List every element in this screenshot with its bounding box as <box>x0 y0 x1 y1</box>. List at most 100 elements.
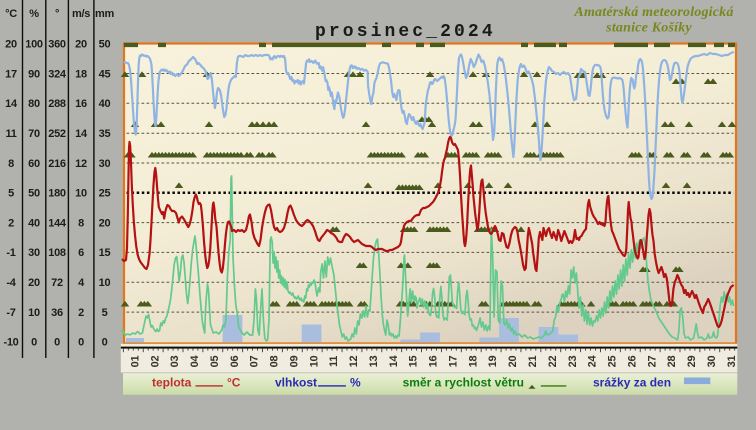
svg-text:90: 90 <box>28 68 40 80</box>
svg-text:26: 26 <box>626 356 638 368</box>
svg-text:288: 288 <box>48 98 66 110</box>
svg-text:20: 20 <box>75 39 87 51</box>
svg-text:5: 5 <box>102 307 108 319</box>
svg-text:50: 50 <box>99 39 111 51</box>
svg-text:-7: -7 <box>6 307 15 319</box>
svg-text:0: 0 <box>54 337 60 349</box>
svg-text:16: 16 <box>75 98 87 110</box>
svg-text:14: 14 <box>388 355 400 368</box>
svg-text:10: 10 <box>75 188 87 200</box>
svg-text:-10: -10 <box>4 337 19 349</box>
svg-text:04: 04 <box>189 355 201 368</box>
svg-text:45: 45 <box>99 68 111 80</box>
svg-text:4: 4 <box>78 277 85 289</box>
svg-text:18: 18 <box>467 356 479 368</box>
svg-text:22: 22 <box>547 356 559 368</box>
svg-text:8: 8 <box>78 217 84 229</box>
svg-text:08: 08 <box>269 356 281 368</box>
svg-text:13: 13 <box>368 356 380 368</box>
svg-text:100: 100 <box>25 39 43 51</box>
svg-text:směr a rychlost větru: směr a rychlost větru <box>403 376 524 390</box>
svg-text:%: % <box>29 8 39 20</box>
svg-text:36: 36 <box>51 307 63 319</box>
svg-text:324: 324 <box>48 68 67 80</box>
svg-text:05: 05 <box>209 356 221 368</box>
svg-text:70: 70 <box>28 128 40 140</box>
svg-text:02: 02 <box>149 356 161 368</box>
svg-text:17: 17 <box>448 356 460 368</box>
svg-text:23: 23 <box>567 356 579 368</box>
svg-text:60: 60 <box>28 158 40 170</box>
svg-text:29: 29 <box>686 356 698 368</box>
svg-text:10: 10 <box>28 307 40 319</box>
svg-text:06: 06 <box>229 356 241 368</box>
svg-text:11: 11 <box>328 356 340 367</box>
svg-text:-4: -4 <box>6 277 16 289</box>
svg-text:Amatérská meteorologická: Amatérská meteorologická <box>573 5 734 20</box>
svg-text:stanice Košíky: stanice Košíky <box>605 21 692 36</box>
svg-text:40: 40 <box>28 217 40 229</box>
svg-text:2: 2 <box>78 307 84 319</box>
svg-text:15: 15 <box>408 356 420 368</box>
svg-text:°C: °C <box>5 8 17 20</box>
svg-text:0: 0 <box>78 337 84 349</box>
svg-text:12: 12 <box>75 158 87 170</box>
svg-text:25: 25 <box>99 188 111 200</box>
svg-text:19: 19 <box>487 356 499 368</box>
svg-text:360: 360 <box>48 39 66 51</box>
svg-text:10: 10 <box>99 277 111 289</box>
svg-text:09: 09 <box>288 356 300 368</box>
svg-text:%: % <box>350 376 361 390</box>
svg-text:25: 25 <box>607 356 619 368</box>
svg-text:11: 11 <box>5 128 16 140</box>
svg-text:20: 20 <box>507 356 519 368</box>
svg-text:teplota: teplota <box>152 376 192 390</box>
svg-text:-1: -1 <box>6 247 15 259</box>
svg-text:30: 30 <box>706 356 718 368</box>
svg-text:20: 20 <box>99 217 111 229</box>
svg-text:30: 30 <box>99 158 111 170</box>
svg-text:20: 20 <box>28 277 40 289</box>
svg-text:mm: mm <box>95 8 114 20</box>
svg-text:8: 8 <box>8 158 14 170</box>
svg-text:0: 0 <box>102 337 108 349</box>
svg-text:24: 24 <box>587 355 599 368</box>
svg-text:252: 252 <box>48 128 66 140</box>
svg-text:15: 15 <box>99 247 111 259</box>
svg-text:30: 30 <box>28 247 40 259</box>
svg-text:144: 144 <box>48 217 67 229</box>
svg-text:prosinec_2024: prosinec_2024 <box>315 22 496 42</box>
svg-text:40: 40 <box>99 98 111 110</box>
svg-text:27: 27 <box>646 356 658 368</box>
svg-text:0: 0 <box>31 337 37 349</box>
svg-text:m/s: m/s <box>72 8 90 20</box>
svg-text:16: 16 <box>428 356 440 368</box>
svg-text:03: 03 <box>169 356 181 368</box>
svg-text:80: 80 <box>28 98 40 110</box>
svg-text:35: 35 <box>99 128 111 140</box>
svg-text:18: 18 <box>75 68 87 80</box>
svg-text:12: 12 <box>348 356 360 368</box>
svg-text:srážky za den: srážky za den <box>593 376 671 390</box>
svg-text:14: 14 <box>5 98 18 110</box>
svg-text:28: 28 <box>666 356 678 368</box>
svg-text:14: 14 <box>75 128 88 140</box>
svg-text:216: 216 <box>48 158 66 170</box>
svg-text:10: 10 <box>308 356 320 368</box>
svg-text:07: 07 <box>249 356 261 368</box>
svg-text:01: 01 <box>129 356 141 368</box>
svg-text:vlhkost: vlhkost <box>275 376 317 390</box>
svg-text:°C: °C <box>227 376 241 390</box>
svg-text:17: 17 <box>5 68 17 80</box>
svg-text:180: 180 <box>48 188 66 200</box>
svg-text:6: 6 <box>78 247 84 259</box>
svg-text:5: 5 <box>8 188 14 200</box>
svg-text:108: 108 <box>48 247 66 259</box>
svg-text:°: ° <box>55 8 59 20</box>
svg-text:31: 31 <box>726 356 738 368</box>
svg-text:72: 72 <box>51 277 63 289</box>
svg-text:21: 21 <box>527 356 539 368</box>
svg-text:2: 2 <box>8 217 14 229</box>
svg-text:20: 20 <box>5 39 17 51</box>
svg-text:50: 50 <box>28 188 40 200</box>
